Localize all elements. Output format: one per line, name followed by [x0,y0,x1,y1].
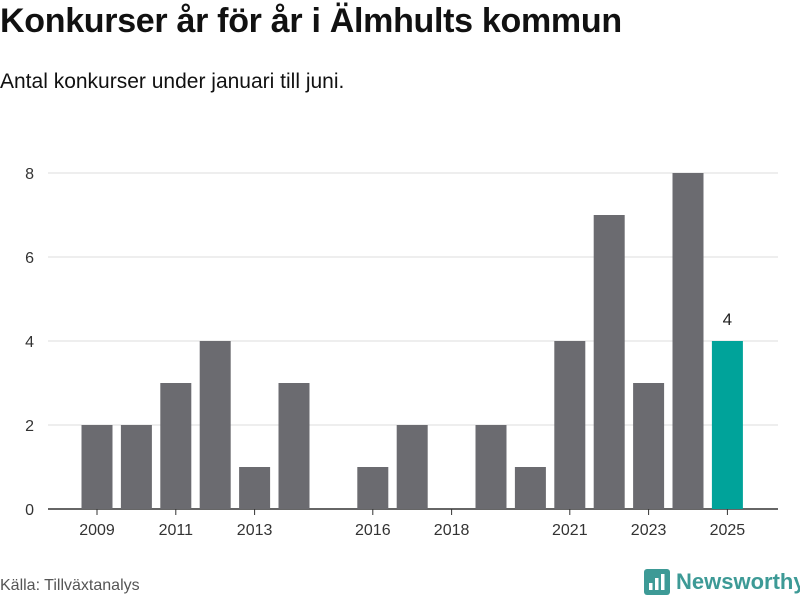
brand-logo: Newsworthy [644,569,800,595]
y-tick-label: 6 [25,250,34,267]
y-tick-label: 0 [25,502,34,519]
bar [81,425,113,509]
x-tick-label: 2016 [355,522,391,539]
bar [554,341,586,509]
y-tick-label: 8 [25,166,34,183]
bar [199,341,231,509]
x-tick-label: 2023 [631,522,667,539]
bar [672,173,704,509]
bar [633,383,665,509]
x-tick-label: 2021 [552,522,588,539]
chart-subtitle: Antal konkurser under januari till juni. [0,70,345,93]
bar [160,383,192,509]
bar [475,425,507,509]
bar [396,425,428,509]
bar [711,341,743,509]
bar-chart: 0 2 4 6 8 2009 2011 2013 2016 2018 2021 2023 2025 4 [25,166,778,539]
source-note: Källa: Tillväxtanalys [0,577,140,594]
bar [514,467,546,509]
bar [357,467,389,509]
x-tick-label: 2025 [710,522,746,539]
bars [81,173,743,509]
x-tick-label: 2018 [434,522,470,539]
data-label: 4 [723,310,732,329]
bar [239,467,271,509]
newsworthy-logo-icon [644,569,670,595]
chart-title: Konkurser år för år i Älmhults kommun [0,2,622,40]
y-tick-label: 4 [25,334,34,351]
brand-name: Newsworthy [676,569,800,594]
y-tick-label: 2 [25,418,34,435]
x-tick-label: 2009 [79,522,115,539]
bar [278,383,310,509]
x-tick-label: 2011 [159,522,194,539]
labels: 0 2 4 6 8 2009 2011 2013 2016 2018 2021 2023 2025 4 [25,166,745,539]
bar [120,425,152,509]
bar [593,215,625,509]
x-tick-label: 2013 [237,522,273,539]
